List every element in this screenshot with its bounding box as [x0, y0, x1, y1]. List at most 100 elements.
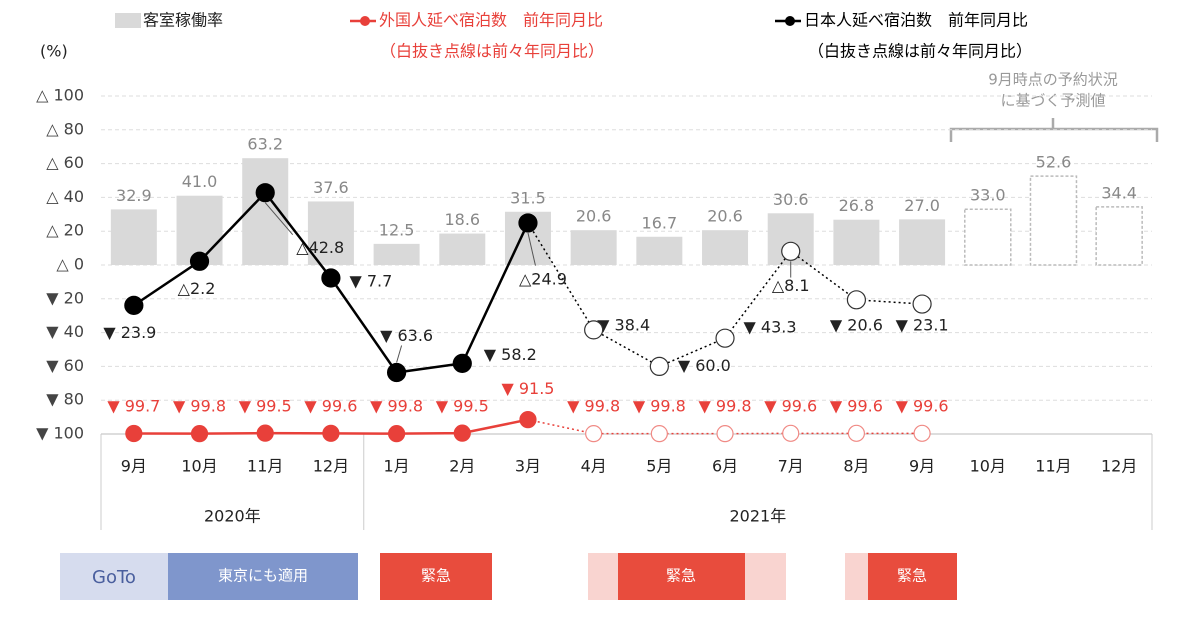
marker: [189, 251, 210, 271]
marker: [518, 213, 538, 233]
legend-label: 客室稼働率: [143, 11, 223, 30]
marker: [585, 425, 603, 443]
x-tick-label: 10月: [181, 457, 217, 476]
band-bg: [380, 553, 492, 600]
annotation: に基づく予測値: [1000, 92, 1105, 110]
group-label: 2021年: [730, 507, 787, 526]
marker: [847, 424, 866, 442]
bar: [373, 243, 420, 265]
y-tick-label: △ 0: [56, 255, 84, 274]
band-bg: [618, 553, 745, 600]
band-label: GoTo: [92, 567, 136, 588]
marker: [519, 411, 537, 429]
bar: [833, 219, 880, 265]
bar-value-label: 27.0: [904, 196, 940, 215]
bar-value-label: 52.6: [1036, 153, 1072, 172]
bar-value-label: 26.8: [839, 196, 875, 215]
point-label: ▼ 38.4: [597, 315, 650, 334]
x-tick-label: 11月: [1035, 457, 1071, 476]
point-label: ▼ 99.5: [436, 397, 489, 416]
point-label: ▼ 58.2: [484, 345, 537, 364]
bar: [964, 208, 1012, 266]
band-bg: [868, 553, 957, 600]
point-label: ▼ 99.6: [830, 397, 883, 416]
marker: [453, 424, 471, 442]
marker: [913, 424, 931, 442]
marker: [321, 268, 341, 288]
marker: [715, 328, 735, 348]
x-tick-label: 3月: [515, 457, 541, 476]
marker: [716, 425, 734, 443]
x-tick-label: 1月: [384, 457, 410, 476]
point-label: ▼ 99.8: [567, 397, 620, 416]
bar: [702, 230, 749, 265]
bar: [110, 209, 157, 265]
marker: [846, 290, 867, 310]
point-label: ▼ 99.8: [699, 397, 752, 416]
y-tick-label: ▼ 60: [46, 356, 84, 375]
point-label: ▼ 91.5: [501, 379, 554, 398]
y-tick-label: △ 80: [46, 119, 84, 138]
x-tick-label: 12月: [1101, 457, 1137, 476]
marker: [452, 353, 472, 373]
band-label: 緊急: [421, 567, 451, 585]
y-axis-label: (%): [40, 42, 68, 61]
bar-value-label: 12.5: [379, 220, 415, 239]
y-tick-label: ▼ 40: [46, 322, 84, 341]
x-tick-label: 12月: [313, 457, 349, 476]
annotation: 9月時点の予約状況: [988, 71, 1118, 89]
x-tick-label: 5月: [646, 457, 672, 476]
point-label: △24.9: [519, 269, 567, 288]
band-label: 東京にも適用: [218, 567, 308, 585]
point-label: ▼ 23.9: [103, 323, 156, 342]
group-label: 2020年: [204, 507, 261, 526]
y-tick-label: △ 100: [36, 86, 84, 105]
legend-note: （白抜き点線は前々年同月比）: [380, 42, 604, 61]
marker: [781, 241, 801, 261]
x-tick-label: 11月: [247, 457, 283, 476]
bar: [1095, 206, 1143, 266]
bar-value-label: 20.6: [707, 207, 743, 226]
bar-value-label: 33.0: [970, 186, 1006, 205]
marker: [124, 295, 144, 315]
marker: [782, 424, 800, 442]
y-tick-label: ▼ 20: [46, 288, 84, 307]
point-label: ▼ 23.1: [896, 316, 949, 335]
leader-line: [396, 345, 403, 363]
marker: [650, 425, 668, 443]
bar: [307, 201, 354, 265]
bar: [636, 236, 683, 265]
marker: [386, 362, 407, 383]
point-label: ▼ 7.7: [349, 272, 392, 291]
point-label: ▼ 99.8: [633, 397, 686, 416]
policy-bands: GoTo 東京にも適用 緊急 緊急 緊急: [60, 553, 957, 600]
x-tick-label: 8月: [843, 457, 869, 476]
marker: [190, 425, 209, 443]
marker: [912, 294, 932, 314]
point-label: △42.8: [296, 238, 344, 257]
bar-value-label: 34.4: [1101, 183, 1137, 202]
bar-value-label: 31.5: [510, 188, 546, 207]
marker: [125, 424, 143, 443]
legend-swatch: [785, 16, 795, 26]
x-tick-label: 6月: [712, 457, 738, 476]
point-label: ▼ 20.6: [830, 315, 883, 334]
band-bg: [168, 553, 358, 600]
point-label: △2.2: [178, 279, 216, 298]
annotation-bracket: [949, 118, 1159, 142]
bar-value-label: 18.6: [444, 210, 480, 229]
point-label: ▼ 99.6: [304, 397, 357, 416]
bar-value-label: 63.2: [247, 135, 283, 154]
point-label: ▼ 63.6: [380, 326, 433, 345]
marker: [584, 320, 604, 340]
x-tick-label: 10月: [970, 457, 1006, 476]
x-tick-label: 2月: [449, 457, 475, 476]
y-tick-label: △ 40: [46, 187, 84, 206]
point-label: ▼ 99.6: [764, 397, 817, 416]
y-tick-label: △ 60: [46, 153, 84, 172]
point-label: ▼ 99.6: [896, 397, 949, 416]
band-bg: [60, 553, 168, 600]
legend-label: 外国人延べ宿泊数 前年同月比: [379, 11, 603, 30]
point-label: △8.1: [772, 276, 810, 295]
bar-value-label: 16.7: [642, 213, 678, 232]
